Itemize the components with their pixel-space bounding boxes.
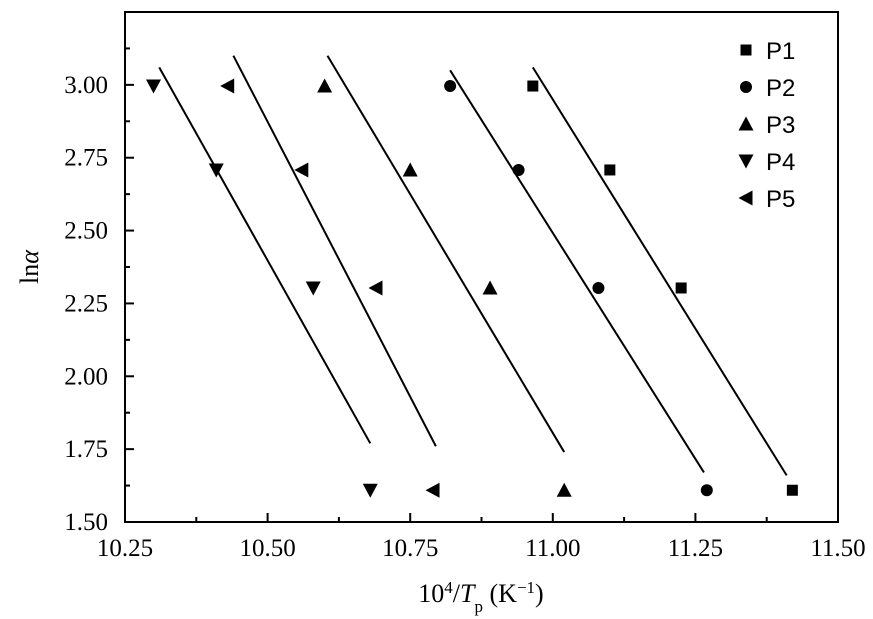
legend-marker-p3 <box>738 116 754 131</box>
legend-marker-p4 <box>738 154 754 169</box>
point-p1 <box>527 80 539 92</box>
point-p1 <box>604 164 616 176</box>
point-p5 <box>425 482 440 498</box>
fit-line-p4 <box>158 66 372 444</box>
point-p4 <box>305 281 321 296</box>
point-p2 <box>700 484 713 497</box>
point-p3 <box>317 78 333 93</box>
x-tick-label: 10.75 <box>382 535 438 562</box>
legend-marker-p5 <box>738 190 753 206</box>
axis-labels: 10.25 10.50 10.75 11.00 11.25 11.50 1.50 1.75 2.… <box>64 72 865 562</box>
point-p3 <box>556 482 572 497</box>
y-tick-label: 1.50 <box>64 509 108 536</box>
axis-ticks <box>124 47 839 523</box>
legend-label-p2: P2 <box>766 75 795 102</box>
y-tick-label: 3.00 <box>64 72 108 99</box>
legend-label-p4: P4 <box>766 149 795 176</box>
x-tick-label: 11.25 <box>668 535 723 562</box>
x-tick-label: 11.50 <box>810 535 865 562</box>
legend: P1 P2 P3 P4 P5 <box>738 38 795 213</box>
point-p4 <box>208 163 224 178</box>
legend-label-p1: P1 <box>766 38 795 65</box>
legend-marker-p1 <box>740 44 752 56</box>
point-p5 <box>294 162 309 178</box>
fit-line-p3 <box>326 55 566 453</box>
x-tick-label: 10.50 <box>239 535 295 562</box>
point-p5 <box>368 280 383 296</box>
point-p5 <box>220 78 235 94</box>
legend-label-p3: P3 <box>766 112 795 139</box>
point-p2 <box>444 80 457 93</box>
y-tick-label: 2.25 <box>64 290 108 317</box>
x-axis-title: 104/Tp (K−1) <box>418 578 543 616</box>
legend-label-p5: P5 <box>766 186 795 213</box>
x-tick-label: 10.25 <box>97 535 153 562</box>
y-tick-label: 2.50 <box>64 218 108 245</box>
y-axis-title: lnα <box>15 249 44 284</box>
point-p2 <box>512 163 525 176</box>
fit-line-p5 <box>232 55 437 447</box>
legend-marker-p2 <box>740 81 752 93</box>
y-tick-label: 2.75 <box>64 145 108 172</box>
point-p2 <box>592 281 605 294</box>
point-p3 <box>482 280 498 295</box>
fit-line-p2 <box>449 69 705 473</box>
fit-lines <box>158 55 788 476</box>
y-tick-label: 2.00 <box>64 363 108 390</box>
fit-line-p1 <box>531 66 788 476</box>
data-points <box>146 78 798 498</box>
y-tick-label: 1.75 <box>64 436 108 463</box>
point-p4 <box>362 483 378 498</box>
x-tick-label: 11.00 <box>525 535 580 562</box>
point-p3 <box>402 162 418 177</box>
point-p1 <box>675 282 687 294</box>
point-p4 <box>146 79 162 94</box>
point-p1 <box>786 484 798 496</box>
